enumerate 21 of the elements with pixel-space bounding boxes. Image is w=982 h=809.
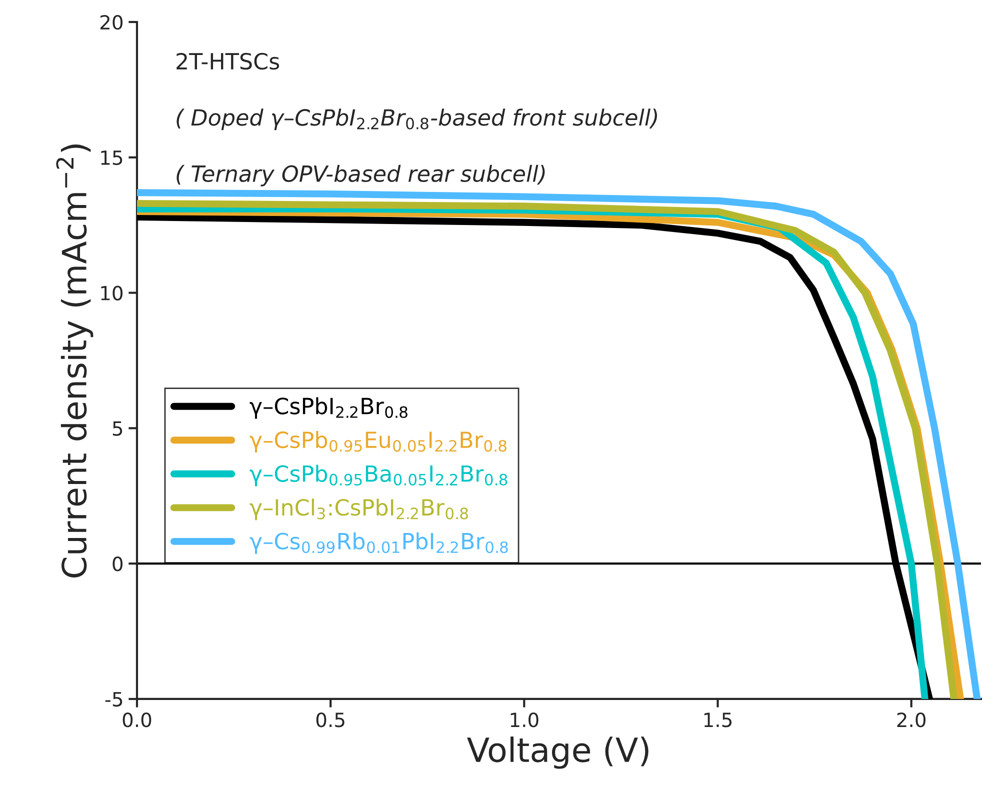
x-tick-label: 0.5 [316, 712, 344, 728]
legend-label: γ–Cs$_{0.99}$Rb$_{0.01}$PbI$_{2.2}$Br$_{0.8}$ [250, 532, 508, 554]
annotation: ( Ternary OPV-based rear subcell) [176, 164, 545, 186]
x-tick-label: 2.0 [897, 712, 926, 728]
y-tick-label: 5 [112, 421, 122, 436]
y-tick-label: 20 [100, 14, 123, 30]
y-tick-label: -5 [105, 692, 122, 707]
annotation: 2T-HTSCs [176, 52, 280, 70]
x-tick-label: 0.0 [122, 712, 152, 728]
legend-label: γ–CsPbI$_{2.2}$Br$_{0.8}$ [250, 397, 408, 419]
x-tick-label: 1.0 [510, 712, 538, 728]
x-tick-label: 1.5 [704, 712, 732, 728]
y-tick-label: 10 [101, 286, 123, 300]
legend-label: γ–InCl$_{3}$:CsPbI$_{2.2}$Br$_{0.8}$ [250, 498, 468, 520]
x-axis-title: Voltage (V) [467, 736, 648, 769]
annotation: ( Doped γ–CsPbI$_{2.2}$Br$_{0.8}$-based front subcell) [176, 108, 657, 130]
y-tick-label: 0 [112, 556, 123, 572]
y-tick-label: 15 [101, 150, 122, 166]
legend-label: γ–CsPb$_{0.95}$Eu$_{0.05}$I$_{2.2}$Br$_{0.8}$ [250, 431, 506, 453]
y-axis-title: Current density (mAcm$^{−2}$) [56, 144, 94, 578]
legend-label: γ–CsPb$_{0.95}$Ba$_{0.05}$I$_{2.2}$Br$_{0.8}$ [250, 464, 508, 486]
